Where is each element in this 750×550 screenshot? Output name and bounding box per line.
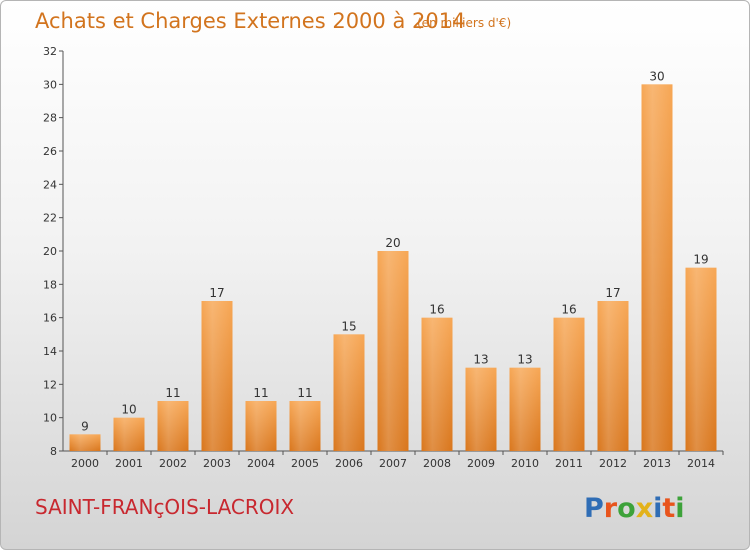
x-tick-label-2010: 2010: [511, 457, 539, 470]
chart-title: Achats et Charges Externes 2000 à 2014: [35, 9, 465, 33]
bar-shine-2005: [289, 401, 321, 451]
x-tick-label-2006: 2006: [335, 457, 363, 470]
data-label-2013: 30: [649, 69, 664, 83]
bar-shine-2000: [69, 434, 101, 451]
y-tick-label: 30: [43, 78, 57, 91]
y-tick-label: 10: [43, 412, 57, 425]
logo-letters: Proxiti: [584, 493, 685, 524]
y-tick-label: 22: [43, 212, 57, 225]
y-tick-label: 24: [43, 178, 57, 191]
y-tick-label: 32: [43, 45, 57, 58]
bar-shine-2010: [509, 367, 541, 451]
data-label-2014: 19: [693, 253, 708, 267]
bar-shine-2007: [377, 251, 409, 451]
y-tick-label: 14: [43, 345, 57, 358]
bar-shine-2001: [113, 417, 145, 451]
data-label-2003: 17: [209, 286, 224, 300]
place-name: SAINT-FRANçOIS-LACROIX: [35, 495, 294, 519]
data-label-2001: 10: [121, 403, 136, 417]
data-label-2005: 11: [297, 386, 312, 400]
data-label-2007: 20: [385, 236, 400, 250]
bar-shine-2014: [685, 267, 717, 451]
bar-shine-2002: [157, 401, 189, 451]
x-tick-label-2013: 2013: [643, 457, 671, 470]
data-label-2011: 16: [561, 303, 576, 317]
x-tick-label-2012: 2012: [599, 457, 627, 470]
y-tick-label: 18: [43, 278, 57, 291]
bar-shine-2003: [201, 301, 233, 451]
chart-subtitle: (en milliers d'€): [417, 16, 511, 30]
bar-shine-2004: [245, 401, 277, 451]
x-tick-label-2001: 2001: [115, 457, 143, 470]
bar-shine-2012: [597, 301, 629, 451]
y-tick-label: 20: [43, 245, 57, 258]
x-tick-label-2003: 2003: [203, 457, 231, 470]
x-tick-label-2014: 2014: [687, 457, 715, 470]
data-label-2006: 15: [341, 319, 356, 333]
plot-area: 8 10 12 14 16 18 20 22 24 26 28 30 32 9 2000 10 2001 11 20…: [43, 45, 724, 470]
bar-shine-2009: [465, 367, 497, 451]
bar-shine-2013: [641, 84, 673, 451]
data-label-2000: 9: [81, 419, 89, 433]
bar-shine-2008: [421, 317, 453, 451]
x-tick-label-2009: 2009: [467, 457, 495, 470]
data-label-2002: 11: [165, 386, 180, 400]
y-tick-label: 26: [43, 145, 57, 158]
y-tick-label: 28: [43, 112, 57, 125]
x-tick-label-2002: 2002: [159, 457, 187, 470]
data-label-2012: 17: [605, 286, 620, 300]
data-label-2010: 13: [517, 353, 532, 367]
data-label-2008: 16: [429, 303, 444, 317]
x-tick-label-2007: 2007: [379, 457, 407, 470]
bar-shine-2011: [553, 317, 585, 451]
y-tick-label: 8: [50, 445, 57, 458]
data-label-2004: 11: [253, 386, 268, 400]
bar-shine-2006: [333, 334, 365, 451]
x-tick-label-2008: 2008: [423, 457, 451, 470]
data-label-2009: 13: [473, 353, 488, 367]
proxiti-logo: Proxiti: [584, 493, 685, 524]
y-tick-label: 12: [43, 378, 57, 391]
x-tick-label-2004: 2004: [247, 457, 275, 470]
x-tick-label-2000: 2000: [71, 457, 99, 470]
x-tick-label-2011: 2011: [555, 457, 583, 470]
y-tick-label: 16: [43, 312, 57, 325]
x-tick-label-2005: 2005: [291, 457, 319, 470]
